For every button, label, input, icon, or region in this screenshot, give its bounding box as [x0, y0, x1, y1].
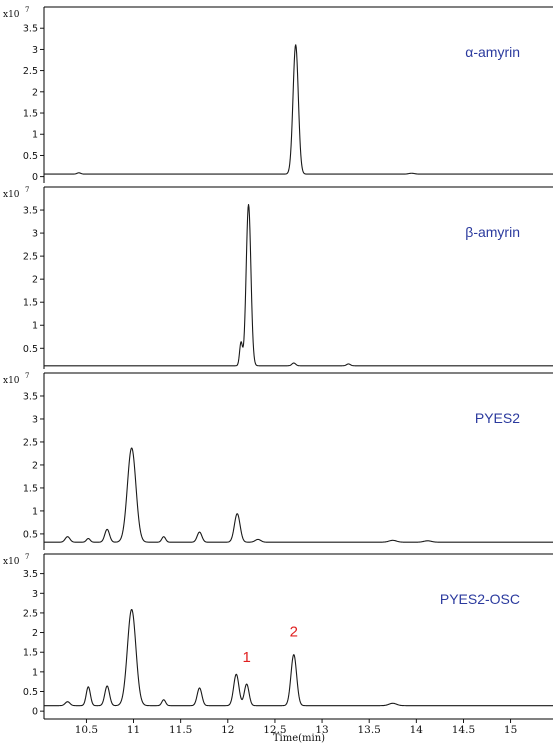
- y-scale-exponent: 7: [25, 372, 29, 380]
- x-tick-label: 13.5: [357, 724, 380, 736]
- series-line: [43, 608, 553, 707]
- y-scale-exponent: 7: [25, 6, 29, 14]
- y-tick-label: 0.5: [23, 151, 38, 162]
- x-tick-label: 10.5: [75, 724, 98, 736]
- peak-annotation: 2: [290, 624, 298, 641]
- y-tick-label: 3.5: [23, 206, 38, 217]
- x-tick-label: 15: [504, 724, 517, 736]
- y-tick-label: 1.5: [23, 109, 38, 120]
- y-tick-label: 1: [32, 321, 38, 332]
- series-label: α-amyrin: [465, 44, 520, 60]
- y-tick-label: 0.5: [23, 687, 38, 698]
- x-axis-label: Time(min): [273, 733, 325, 743]
- x-tick-label: 12: [221, 724, 234, 736]
- series-line: [43, 447, 553, 543]
- y-tick-label: 3.5: [23, 569, 38, 580]
- y-tick-label: 2: [32, 87, 38, 98]
- y-tick-label: 0.5: [23, 344, 38, 355]
- y-scale-label: x10: [3, 10, 20, 20]
- y-tick-label: 2.5: [23, 252, 38, 263]
- series-label: PYES2-OSC: [440, 591, 520, 607]
- y-tick-label: 0: [32, 707, 38, 718]
- chromatogram-panel: x10 7 0.5 1 1.5 2 2.5 3 3.5 PYES2: [3, 372, 553, 550]
- y-tick-label: 2: [32, 275, 38, 286]
- chromatogram-panel: x10 7 0 0.5 1 1.5 2 2.5 3 3.5 α-amyrin: [3, 6, 553, 183]
- y-scale-exponent: 7: [25, 553, 29, 561]
- x-tick-label: 11: [127, 724, 140, 736]
- y-tick-label: 3: [32, 229, 38, 240]
- y-tick-label: 1: [32, 667, 38, 678]
- series-label: β-amyrin: [465, 224, 520, 240]
- y-tick-label: 1: [32, 506, 38, 517]
- y-tick-label: 3: [32, 414, 38, 425]
- series-label: PYES2: [475, 410, 520, 426]
- y-scale-label: x10: [3, 190, 20, 200]
- y-tick-label: 3: [32, 45, 38, 56]
- x-axis: 10.5 11 11.5 12 12.5 13 13.5 14 14.5 15: [44, 718, 553, 736]
- y-tick-label: 2.5: [23, 66, 38, 77]
- x-tick-label: 14.5: [452, 724, 475, 736]
- chromatogram-panel: x10 7 0 0.5 1 1.5 2 2.5 3 3.5 PYES2-OSC 1 2: [3, 553, 553, 719]
- x-tick-label: 11.5: [169, 724, 192, 736]
- y-tick-label: 3: [32, 589, 38, 600]
- y-tick-label: 1.5: [23, 298, 38, 309]
- y-scale-label: x10: [3, 557, 20, 567]
- y-tick-label: 3.5: [23, 24, 38, 35]
- y-tick-label: 2.5: [23, 437, 38, 448]
- y-tick-label: 2: [32, 628, 38, 639]
- y-scale-label: x10: [3, 376, 20, 386]
- series-line: [43, 44, 553, 175]
- y-tick-label: 1.5: [23, 648, 38, 659]
- y-tick-label: 1: [32, 130, 38, 141]
- y-scale-exponent: 7: [25, 186, 29, 194]
- x-tick-label: 12.5: [263, 724, 286, 736]
- y-tick-label: 2: [32, 460, 38, 471]
- y-tick-label: 1.5: [23, 483, 38, 494]
- y-tick-label: 2.5: [23, 608, 38, 619]
- y-tick-label: 0.5: [23, 529, 38, 540]
- series-line: [43, 203, 553, 367]
- y-tick-label: 0: [32, 172, 38, 183]
- x-tick-label: 14: [410, 724, 424, 736]
- peak-annotation: 1: [242, 649, 250, 666]
- x-tick-label: 13: [315, 724, 328, 736]
- chromatogram-panel: x10 7 0.5 1 1.5 2 2.5 3 3.5 β-amyrin: [3, 186, 553, 369]
- y-tick-label: 3.5: [23, 391, 38, 402]
